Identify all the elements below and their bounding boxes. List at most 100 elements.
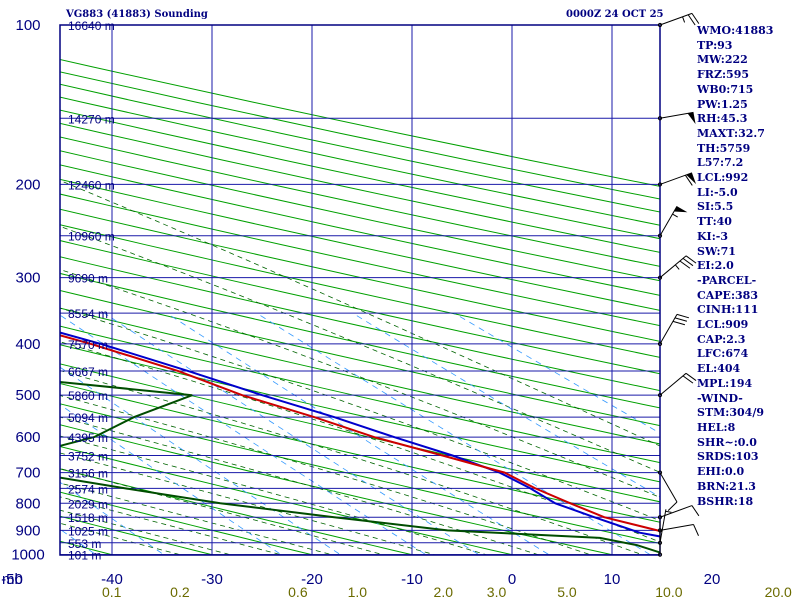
barb-full xyxy=(667,501,678,511)
height-label: 2574 m xyxy=(68,482,108,496)
observation-time: 0000Z 24 OCT 25 xyxy=(566,9,664,20)
dry-adiabat xyxy=(60,289,660,427)
mixing-ratio-line xyxy=(60,481,165,555)
barb-half xyxy=(672,213,678,218)
mixing-ratio-line xyxy=(60,528,98,555)
mixing-ratio-label: 2.0 xyxy=(434,584,454,600)
height-label: 101 m xyxy=(68,549,101,563)
height-label: 5860 m xyxy=(68,389,108,403)
index-line: FRZ:595 xyxy=(697,68,750,82)
barb-base xyxy=(657,515,663,520)
plot-frame xyxy=(59,24,661,556)
barb-staff xyxy=(659,505,693,518)
barb-staff xyxy=(659,523,694,531)
dewpoint-profile xyxy=(60,381,660,554)
barb-base xyxy=(657,540,663,545)
pressure-label: 300 xyxy=(15,270,40,287)
index-line: RH:45.3 xyxy=(697,112,748,126)
temperature-tick-label: 20 xyxy=(704,571,721,588)
index-line: L57:7.2 xyxy=(697,156,744,170)
dry-adiabat xyxy=(60,468,416,555)
barb-staff xyxy=(659,472,678,503)
sounding-indices-panel: WMO:41883 TP:93 MW:222 FRZ:595 WB0:715 PW:1.2… xyxy=(697,24,797,509)
index-line: PW:1.25 xyxy=(697,97,748,111)
dry-adiabat xyxy=(60,224,660,358)
height-label: 3156 m xyxy=(68,467,108,481)
height-label: 2029 m xyxy=(68,497,108,511)
mixing-ratio-line xyxy=(60,404,283,555)
mixing-ratio-line xyxy=(166,312,551,555)
height-label: 14270 m xyxy=(68,112,115,126)
pressure-label: 700 xyxy=(15,465,40,482)
index-line: MW:222 xyxy=(697,53,748,67)
index-line: EI:2.0 xyxy=(697,259,734,273)
index-line: TH:5759 xyxy=(697,141,751,155)
wind-barb xyxy=(657,12,700,28)
index-line: CINH:111 xyxy=(697,303,759,317)
barb-base xyxy=(657,275,663,280)
dry-adiabat xyxy=(60,178,660,311)
mixing-ratio-label: 0.6 xyxy=(288,584,308,600)
dry-adiabat xyxy=(60,344,660,483)
index-line: WMO:41883 xyxy=(697,24,774,37)
barb-half xyxy=(665,510,672,513)
height-label: 1518 m xyxy=(68,511,108,525)
wind-barb xyxy=(657,255,697,280)
pressure-label: 100 xyxy=(15,17,40,34)
barb-full xyxy=(691,13,700,24)
wind-barb xyxy=(657,520,663,557)
index-line: -WIND- xyxy=(697,391,743,405)
barb-full xyxy=(687,14,696,26)
barb-base xyxy=(657,116,663,121)
height-label: 10960 m xyxy=(68,230,115,244)
barb-staff xyxy=(659,172,693,185)
barb-full xyxy=(685,372,697,381)
barb-full xyxy=(693,524,699,536)
index-line: TT:40 xyxy=(697,215,732,229)
dry-adiabat xyxy=(60,424,616,555)
wind-barb xyxy=(657,111,696,125)
barb-base xyxy=(657,528,663,533)
index-line: CAP:2.3 xyxy=(697,332,746,346)
temperature-tick-label: -40 xyxy=(101,571,123,588)
dry-adiabat xyxy=(60,382,660,523)
barb-pennant xyxy=(687,112,696,125)
temperature-tick-label: 10 xyxy=(604,571,621,588)
barb-full xyxy=(691,505,700,517)
dry-adiabat xyxy=(60,150,660,282)
index-line: BSHR:18 xyxy=(697,494,754,508)
height-label: 9690 m xyxy=(68,272,108,286)
barb-base xyxy=(657,470,663,475)
dry-adiabat xyxy=(60,325,660,464)
index-line: LCL:992 xyxy=(697,171,749,185)
pressure-label: 800 xyxy=(15,495,40,512)
index-line: SW:71 xyxy=(697,244,736,258)
dry-adiabat xyxy=(60,122,660,253)
mixing-ratio-label: 10.0 xyxy=(655,584,682,600)
dry-adiabat xyxy=(60,491,316,555)
mixing-ratio-label: 1.0 xyxy=(348,584,368,600)
dry-adiabat xyxy=(60,164,660,296)
mixing-ratio-line xyxy=(60,366,342,555)
barb-full xyxy=(682,375,694,384)
pressure-label: 600 xyxy=(15,429,40,446)
height-label: 3752 m xyxy=(68,450,108,464)
dry-adiabat xyxy=(60,307,660,445)
wind-barb xyxy=(657,172,697,187)
parcel-trace xyxy=(60,331,660,538)
index-line: STM:304/9 xyxy=(697,406,764,420)
mixing-ratio-label: 3.0 xyxy=(487,584,507,600)
barb-staff xyxy=(659,255,687,279)
wind-barb xyxy=(657,206,688,238)
temperature-tick-label: -10 xyxy=(401,571,423,588)
dry-adiabat xyxy=(60,208,660,342)
index-line: TP:93 xyxy=(697,38,733,52)
dry-adiabat xyxy=(60,193,660,327)
temperature-tick-label: -20 xyxy=(301,571,323,588)
barb-base xyxy=(657,233,663,238)
index-line: EL:404 xyxy=(697,362,741,376)
index-line: LCL:909 xyxy=(697,318,749,332)
index-line: SHR~:0.0 xyxy=(697,435,757,449)
mixing-ratio-label: 5.0 xyxy=(557,584,577,600)
barb-half xyxy=(682,16,686,23)
